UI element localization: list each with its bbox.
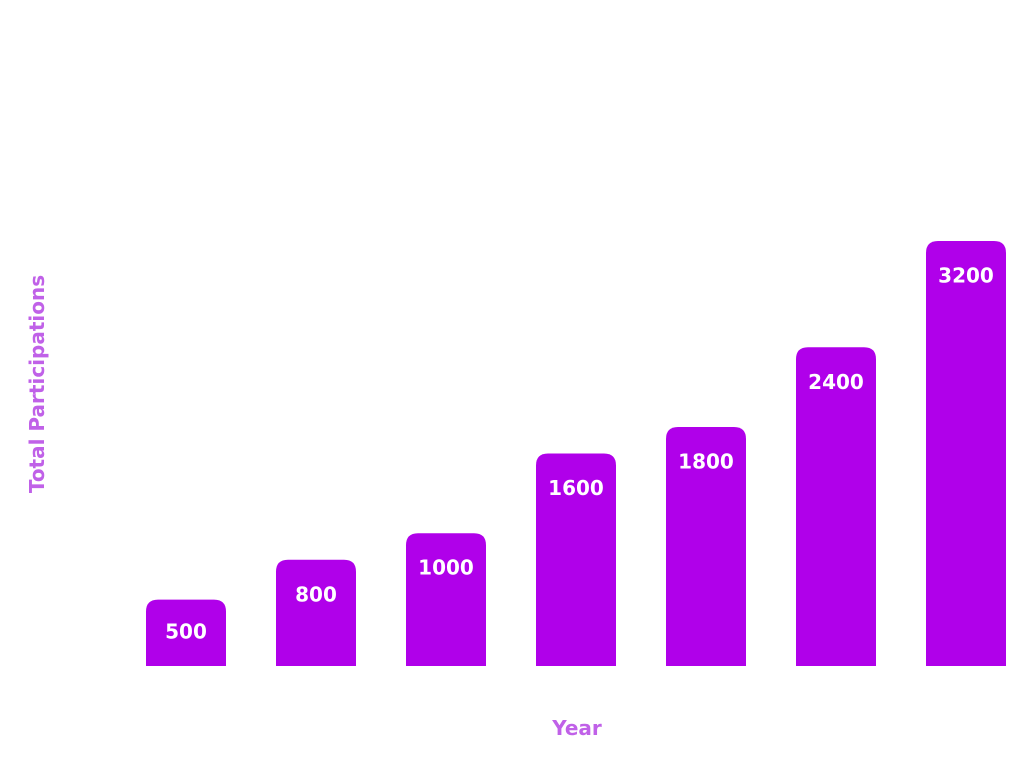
bar-1: [146, 599, 226, 666]
bar-value-label-7: 3200: [938, 264, 994, 288]
y-axis-title: Total Participations: [25, 274, 49, 494]
bar-value-label-5: 1800: [678, 449, 734, 473]
bar-value-label-1: 500: [165, 619, 207, 643]
bar-7: [926, 241, 1006, 666]
bar-3: [406, 533, 486, 666]
bar-6: [796, 347, 876, 666]
bar-5: [666, 426, 746, 666]
bar-value-label-4: 1600: [548, 476, 604, 500]
bar-value-label-6: 2400: [808, 370, 864, 394]
x-axis-title: Year: [552, 716, 602, 740]
bar-2: [276, 559, 356, 666]
bar-4: [536, 453, 616, 666]
bar-value-label-3: 1000: [418, 556, 474, 580]
bar-value-label-2: 800: [295, 582, 337, 606]
